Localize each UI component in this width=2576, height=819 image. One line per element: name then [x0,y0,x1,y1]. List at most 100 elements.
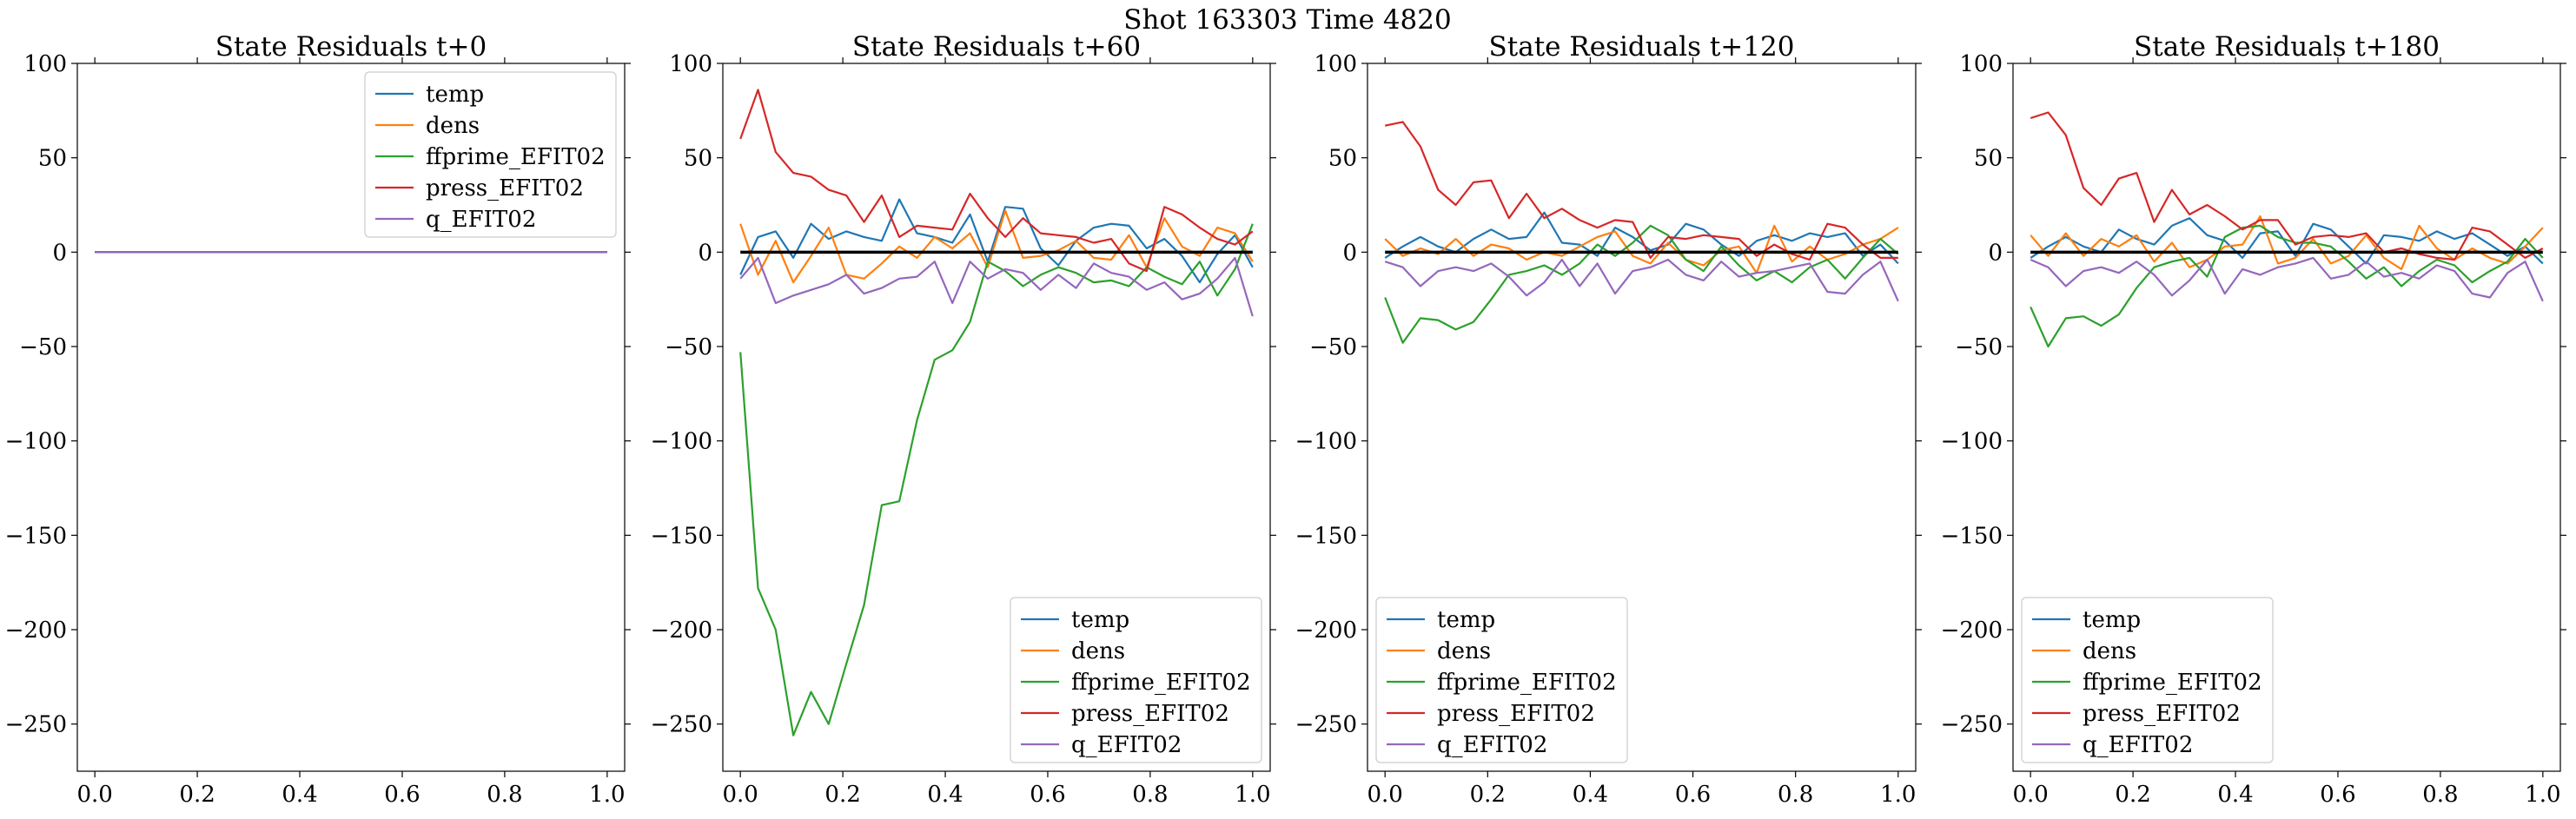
legend-label-temp: temp [1071,607,1129,633]
y-tick-label: −150 [1941,523,2003,549]
legend-label-dens: dens [426,113,480,139]
y-tick-label: 100 [1959,51,2003,77]
series-line-dens [2030,215,2544,270]
x-tick-label: 0.0 [76,782,112,808]
series-line-press_EFIT02 [739,89,1254,273]
y-tick-label: −100 [651,429,712,455]
figure-suptitle: Shot 163303 Time 4820 [1123,4,1451,36]
y-tick-label: 100 [23,51,67,77]
y-tick-label: −150 [651,523,712,549]
y-tick-label: −100 [1941,429,2003,455]
legend-box [1010,597,1262,763]
y-tick-label: 0 [1342,240,1357,266]
x-tick-label: 0.6 [1030,782,1065,808]
y-tick-label: −250 [1295,712,1357,738]
y-tick-label: 0 [52,240,67,266]
legend-label-q_EFIT02: q_EFIT02 [1071,732,1182,758]
y-tick-label: −50 [1955,334,2003,360]
legend-box [2021,597,2274,763]
legend-label-ffprime_EFIT02: ffprime_EFIT02 [1071,670,1251,696]
x-tick-label: 0.2 [1470,782,1506,808]
y-tick-label: 50 [684,146,712,172]
y-tick-label: −200 [651,618,712,644]
subplot-1: State Residuals t+60 100 50 0 −50 −100 −150 −20… [651,31,1276,808]
y-tick-label: −250 [651,712,712,738]
x-tick-label: 1.0 [589,782,625,808]
y-tick-label: −50 [1309,334,1357,360]
legend-label-press_EFIT02: press_EFIT02 [1071,701,1229,727]
legend-label-press_EFIT02: press_EFIT02 [1437,701,1595,727]
x-tick-label: 0.2 [179,782,215,808]
y-tick-label: −150 [1295,523,1357,549]
y-tick-label: 50 [38,146,67,172]
subplots: State Residuals t+0 100 50 0 −50 −100 −150 −200… [5,31,2566,808]
axes-frame [722,63,1271,772]
y-tick-label: −250 [5,712,67,738]
legend-label-dens: dens [2083,638,2136,664]
legend-label-temp: temp [2083,607,2141,633]
legend: temp dens ffprime_EFIT02 press_EFIT02 q_EFIT… [2021,597,2274,763]
x-tick-label: 1.0 [1880,782,1916,808]
x-tick-label: 0.8 [487,782,522,808]
x-tick-label: 0.4 [927,782,963,808]
x-tick-label: 0.2 [824,782,860,808]
subplot-title: State Residuals t+0 [215,31,487,63]
y-tick-label: −250 [1941,712,2003,738]
x-tick-label: 0.6 [2320,782,2355,808]
legend-label-ffprime_EFIT02: ffprime_EFIT02 [2083,670,2262,696]
legend-label-q_EFIT02: q_EFIT02 [1437,732,1547,758]
x-tick-label: 0.8 [2422,782,2458,808]
x-tick-label: 1.0 [2525,782,2560,808]
series-line-press_EFIT02 [2030,111,2544,261]
axes-frame [76,63,626,772]
series-line-temp [739,198,1254,284]
y-tick-label: −150 [5,523,67,549]
x-tick-label: 0.4 [1573,782,1608,808]
legend-label-dens: dens [1437,638,1491,664]
y-tick-label: −200 [1295,618,1357,644]
y-tick-label: 50 [1974,146,2003,172]
y-tick-label: −50 [665,334,712,360]
legend-label-q_EFIT02: q_EFIT02 [2083,732,2193,758]
subplot-title: State Residuals t+120 [1489,31,1795,63]
y-tick-label: 100 [1314,51,1357,77]
y-tick-label: −200 [5,618,67,644]
legend-label-dens: dens [1071,638,1125,664]
y-tick-label: −50 [19,334,67,360]
y-tick-label: 100 [669,51,712,77]
series-line-temp [2030,217,2544,265]
x-tick-label: 0.4 [2217,782,2253,808]
x-tick-label: 0.0 [1367,782,1403,808]
legend-label-temp: temp [426,82,484,108]
series-line-ffprime_EFIT02 [1384,224,1899,344]
x-tick-label: 0.8 [1132,782,1168,808]
series-line-ffprime_EFIT02 [739,223,1254,736]
x-tick-label: 0.6 [384,782,420,808]
legend: temp dens ffprime_EFIT02 press_EFIT02 q_EFIT… [1010,597,1262,763]
series-line-press_EFIT02 [1384,121,1898,261]
series-line-ffprime_EFIT02 [2030,224,2544,348]
series-line-q_EFIT02 [1384,258,1899,302]
axes-frame [2012,63,2561,772]
subplot-3: State Residuals t+180 100 50 0 −50 −100 −150 −2… [1941,31,2566,808]
y-tick-label: −100 [5,429,67,455]
axes-frame [1367,63,1917,772]
x-tick-label: 0.4 [281,782,317,808]
x-tick-label: 0.8 [1778,782,1813,808]
y-tick-label: 0 [1988,240,2003,266]
series-line-temp [1384,211,1899,265]
series-line-q_EFIT02 [2030,256,2544,302]
series-line-dens [739,209,1254,284]
y-tick-label: −100 [1295,429,1357,455]
legend-label-ffprime_EFIT02: ffprime_EFIT02 [426,144,606,170]
subplot-2: State Residuals t+120 100 50 0 −50 −100 −150 −2… [1295,31,1922,808]
x-tick-label: 0.0 [722,782,758,808]
subplot-0: State Residuals t+0 100 50 0 −50 −100 −150 −200… [5,31,631,808]
legend-box [364,71,617,238]
x-tick-label: 0.2 [2115,782,2150,808]
subplot-title: State Residuals t+180 [2134,31,2440,63]
legend-label-ffprime_EFIT02: ffprime_EFIT02 [1437,670,1617,696]
x-tick-label: 1.0 [1235,782,1270,808]
legend: temp dens ffprime_EFIT02 press_EFIT02 q_EFIT… [364,71,617,238]
